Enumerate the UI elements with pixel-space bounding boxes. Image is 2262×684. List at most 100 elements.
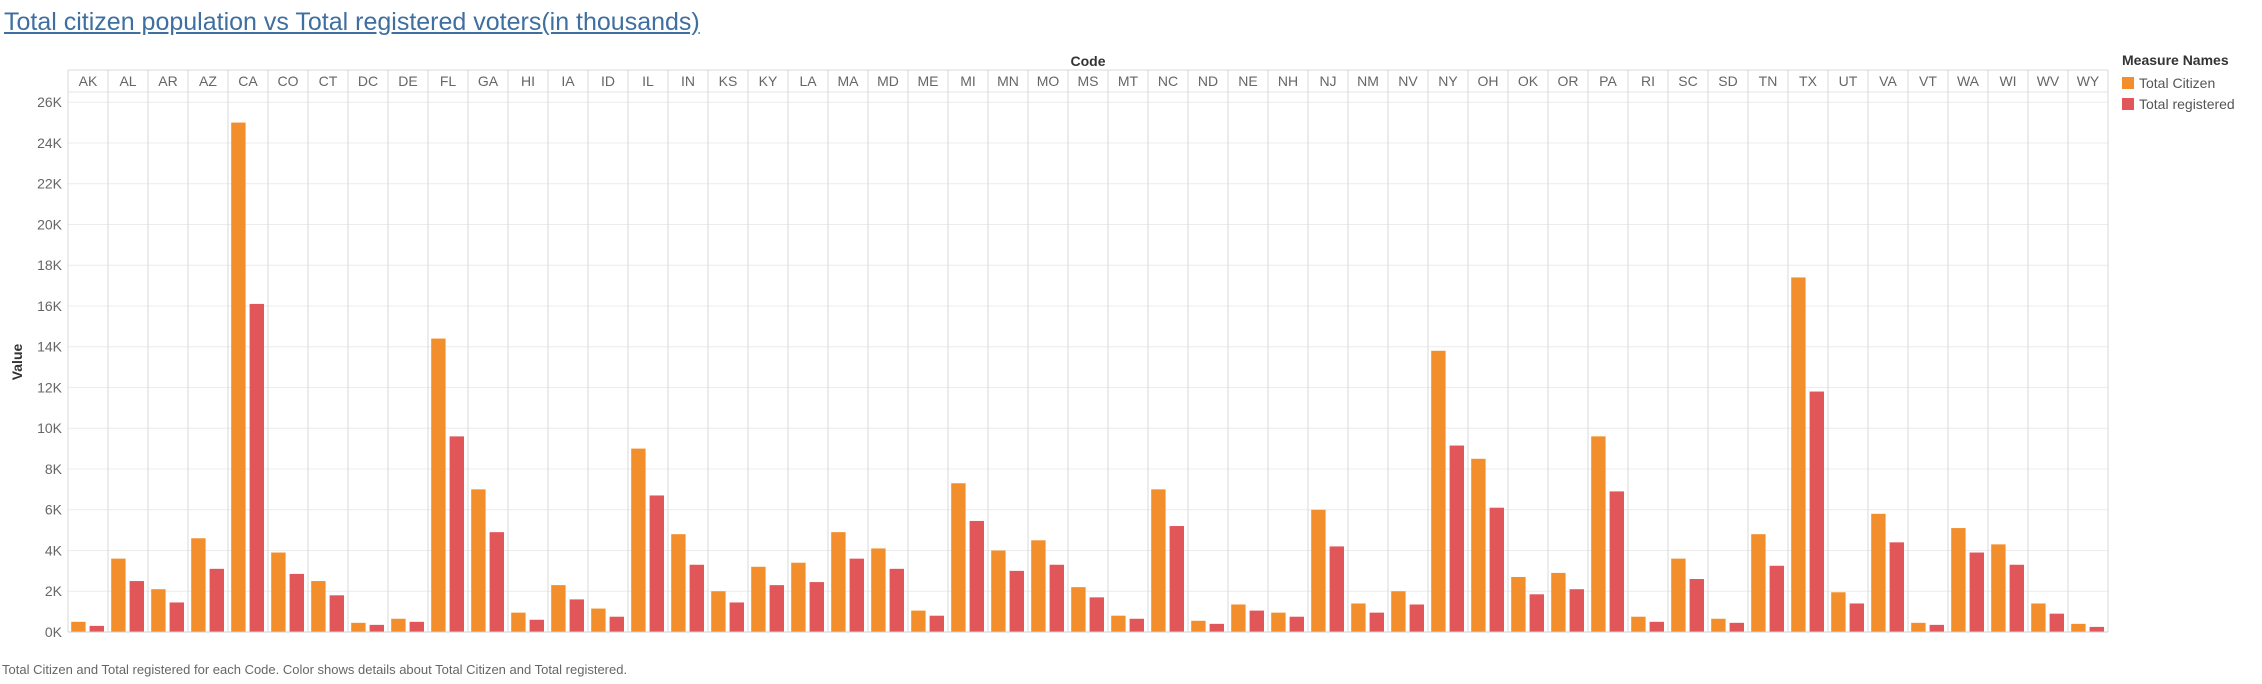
bar-total-registered	[849, 558, 864, 632]
x-tick-label: KY	[759, 73, 778, 89]
bar-total-citizen	[1831, 592, 1846, 632]
bar-total-citizen	[1511, 576, 1526, 632]
legend-label-total-registered: Total registered	[2139, 95, 2235, 112]
bar-total-registered	[1689, 579, 1704, 632]
bar-total-registered	[929, 615, 944, 632]
bar-total-citizen	[1991, 544, 2006, 632]
bar-total-citizen	[1951, 528, 1966, 632]
y-tick-label: 6K	[45, 502, 63, 518]
bar-total-registered	[1809, 391, 1824, 632]
legend-item-total-citizen[interactable]: Total Citizen	[2122, 72, 2260, 93]
bar-total-citizen	[1271, 612, 1286, 632]
x-tick-label: NV	[1398, 73, 1418, 89]
bar-total-citizen	[391, 618, 406, 632]
y-tick-label: 12K	[37, 379, 63, 395]
bar-total-citizen	[1631, 616, 1646, 632]
bar-total-registered	[1969, 552, 1984, 632]
bar-total-citizen	[1671, 558, 1686, 632]
bar-total-citizen	[151, 589, 166, 632]
bar-total-registered	[449, 436, 464, 632]
x-tick-label: WY	[2077, 73, 2100, 89]
bar-total-citizen	[431, 338, 446, 632]
bar-total-citizen	[951, 483, 966, 632]
bar-total-citizen	[1751, 534, 1766, 632]
y-tick-label: 26K	[37, 94, 63, 110]
bar-total-citizen	[831, 532, 846, 632]
bar-total-citizen	[1791, 277, 1806, 632]
legend-item-total-registered[interactable]: Total registered	[2122, 93, 2260, 114]
bar-total-registered	[289, 573, 304, 632]
x-tick-label: WI	[1999, 73, 2016, 89]
bar-total-registered	[1649, 621, 1664, 632]
bar-total-citizen	[551, 585, 566, 632]
bar-total-citizen	[1711, 618, 1726, 632]
bar-total-registered	[329, 595, 344, 632]
x-tick-label: WV	[2037, 73, 2060, 89]
bar-total-registered	[969, 520, 984, 632]
x-tick-label: OH	[1478, 73, 1499, 89]
y-tick-label: 18K	[37, 257, 63, 273]
bar-total-citizen	[2031, 603, 2046, 632]
bar-total-registered	[1729, 622, 1744, 632]
x-tick-label: AR	[158, 73, 177, 89]
bar-total-citizen	[1471, 458, 1486, 632]
x-tick-label: HI	[521, 73, 535, 89]
bar-total-citizen	[1111, 615, 1126, 632]
bar-total-registered	[729, 602, 744, 632]
bar-total-registered	[689, 564, 704, 632]
bar-total-citizen	[1871, 513, 1886, 632]
bar-total-registered	[2049, 613, 2064, 632]
bar-total-citizen	[351, 622, 366, 632]
bar-total-registered	[1209, 623, 1224, 632]
bar-total-registered	[1249, 610, 1264, 632]
bar-total-registered	[2089, 626, 2104, 632]
bar-total-citizen	[1911, 622, 1926, 632]
y-axis-title: Value	[9, 344, 25, 381]
bar-total-citizen	[311, 581, 326, 632]
bar-total-citizen	[1391, 591, 1406, 632]
x-tick-label: UT	[1839, 73, 1858, 89]
bar-total-citizen	[1591, 436, 1606, 632]
bar-total-registered	[1009, 570, 1024, 632]
bar-total-registered	[129, 581, 144, 632]
bar-total-registered	[489, 532, 504, 632]
bar-total-citizen	[1151, 489, 1166, 632]
x-tick-label: IL	[642, 73, 654, 89]
x-tick-label: SC	[1678, 73, 1697, 89]
x-tick-label: AK	[79, 73, 98, 89]
x-tick-label: MO	[1037, 73, 1060, 89]
x-tick-label: NY	[1438, 73, 1458, 89]
bar-total-registered	[1329, 546, 1344, 632]
x-tick-label: KS	[719, 73, 738, 89]
bar-total-citizen	[1551, 572, 1566, 632]
bar-total-citizen	[1351, 603, 1366, 632]
bar-total-citizen	[71, 621, 86, 632]
y-tick-label: 0K	[45, 624, 63, 640]
legend: Measure Names Total Citizen Total regist…	[2122, 52, 2260, 114]
bar-total-citizen	[591, 608, 606, 632]
x-tick-label: MI	[960, 73, 976, 89]
y-tick-label: 4K	[45, 542, 63, 558]
bar-total-citizen	[911, 610, 926, 632]
bar-total-citizen	[791, 562, 806, 632]
x-tick-label: DE	[398, 73, 417, 89]
bar-total-citizen	[191, 538, 206, 632]
chart-title[interactable]: Total citizen population vs Total regist…	[4, 8, 700, 36]
x-tick-label: ID	[601, 73, 615, 89]
x-tick-label: MN	[997, 73, 1019, 89]
x-tick-label: FL	[440, 73, 457, 89]
bar-total-registered	[809, 582, 824, 632]
y-tick-label: 20K	[37, 216, 63, 232]
bar-total-registered	[1449, 445, 1464, 632]
bar-total-citizen	[1431, 350, 1446, 632]
chart-caption: Total Citizen and Total registered for e…	[2, 662, 628, 677]
bar-total-registered	[409, 621, 424, 632]
bar-total-registered	[1129, 618, 1144, 632]
bar-total-citizen	[671, 534, 686, 632]
bar-total-registered	[1609, 491, 1624, 632]
legend-label-total-citizen: Total Citizen	[2139, 74, 2216, 91]
x-tick-label: MA	[838, 73, 860, 89]
x-tick-label: NC	[1158, 73, 1178, 89]
x-tick-label: PA	[1599, 73, 1617, 89]
x-tick-label: NM	[1357, 73, 1379, 89]
